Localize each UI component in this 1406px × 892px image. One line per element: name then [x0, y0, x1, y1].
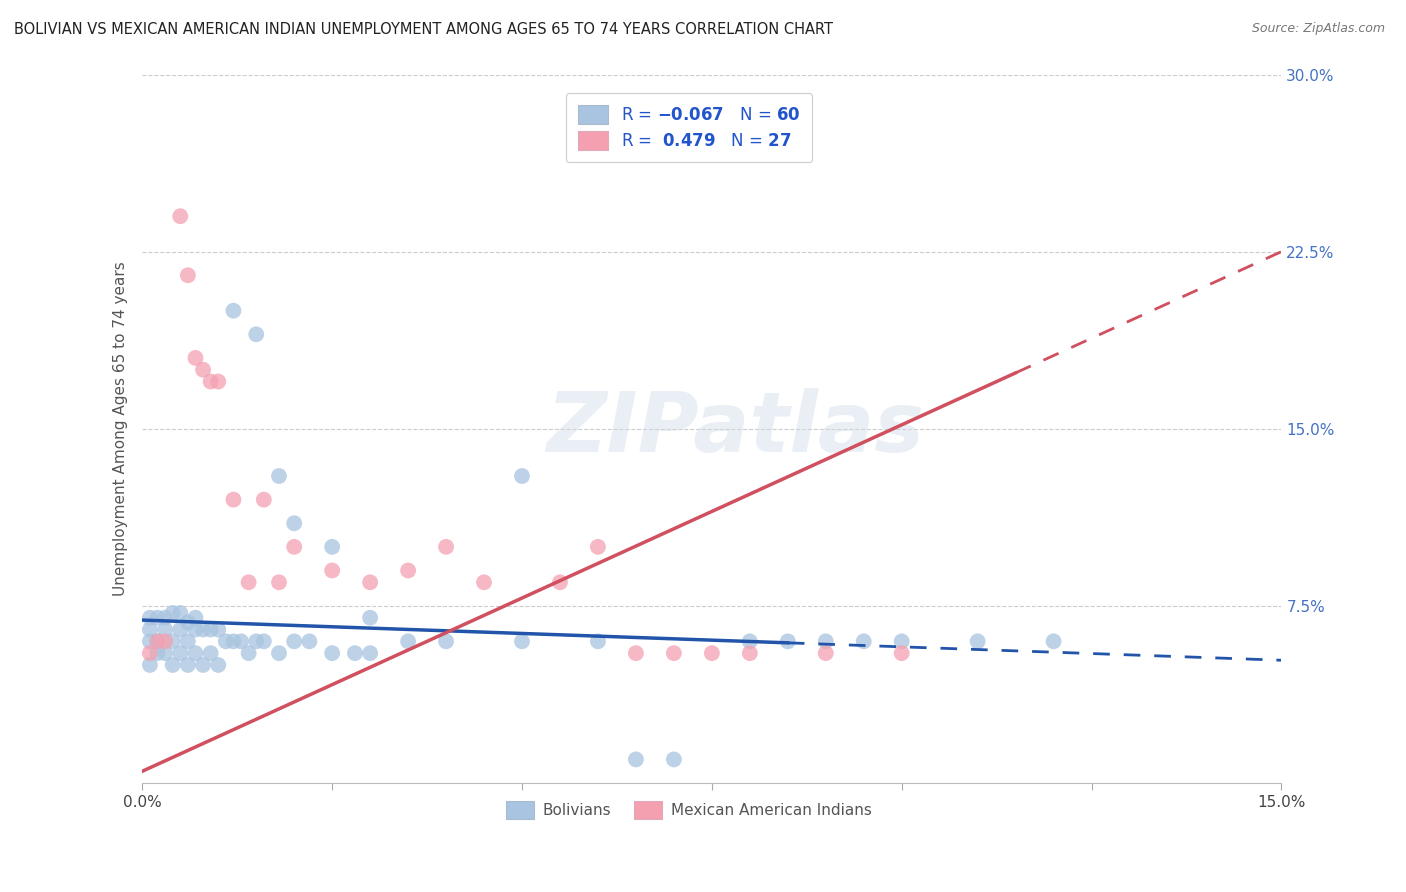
Point [207, 375, 229, 389]
Point [153, 623, 176, 637]
Point [624, 646, 647, 660]
Point [207, 657, 229, 672]
Point [215, 634, 238, 648]
Point [177, 268, 200, 283]
Point [738, 634, 761, 648]
Point [191, 363, 214, 377]
Point [738, 646, 761, 660]
Point [359, 646, 381, 660]
Point [510, 469, 533, 483]
Point [472, 575, 495, 590]
Point [184, 646, 207, 660]
Point [814, 634, 837, 648]
Point [146, 634, 169, 648]
Point [510, 634, 533, 648]
Point [396, 564, 419, 578]
Point [700, 646, 723, 660]
Point [321, 646, 343, 660]
Point [153, 611, 176, 625]
Point [139, 646, 162, 660]
Point [177, 634, 200, 648]
Point [283, 540, 305, 554]
Point [267, 469, 290, 483]
Point [162, 606, 184, 620]
Point [548, 575, 571, 590]
Point [396, 634, 419, 648]
Point [139, 634, 162, 648]
Point [586, 634, 609, 648]
Point [177, 657, 200, 672]
Point [177, 615, 200, 630]
Point [184, 623, 207, 637]
Point [245, 327, 267, 342]
Point [153, 646, 176, 660]
Point [222, 492, 245, 507]
Point [191, 657, 214, 672]
Text: ZIPatlas: ZIPatlas [546, 388, 924, 469]
Point [162, 657, 184, 672]
Text: BOLIVIAN VS MEXICAN AMERICAN INDIAN UNEMPLOYMENT AMONG AGES 65 TO 74 YEARS CORRE: BOLIVIAN VS MEXICAN AMERICAN INDIAN UNEM… [14, 22, 834, 37]
Point [153, 634, 176, 648]
Point [253, 634, 276, 648]
Point [229, 634, 252, 648]
Point [624, 752, 647, 766]
Point [267, 646, 290, 660]
Legend: Bolivians, Mexican American Indians: Bolivians, Mexican American Indians [501, 795, 879, 825]
Point [434, 634, 457, 648]
Point [146, 611, 169, 625]
Point [200, 375, 222, 389]
Point [207, 623, 229, 637]
Point [662, 752, 685, 766]
Point [139, 623, 162, 637]
Point [245, 634, 267, 648]
Point [890, 646, 912, 660]
Point [890, 634, 912, 648]
Point [222, 303, 245, 318]
Point [222, 634, 245, 648]
Point [139, 657, 162, 672]
Point [191, 623, 214, 637]
Point [852, 634, 875, 648]
Point [184, 351, 207, 365]
Point [146, 646, 169, 660]
Point [343, 646, 366, 660]
Point [434, 540, 457, 554]
Point [359, 611, 381, 625]
Text: Source: ZipAtlas.com: Source: ZipAtlas.com [1251, 22, 1385, 36]
Point [586, 540, 609, 554]
Point [814, 646, 837, 660]
Point [267, 575, 290, 590]
Point [200, 646, 222, 660]
Point [238, 575, 260, 590]
Point [321, 564, 343, 578]
Point [169, 209, 191, 223]
Point [298, 634, 321, 648]
Point [283, 516, 305, 531]
Point [146, 634, 169, 648]
Point [162, 634, 184, 648]
Point [283, 634, 305, 648]
Point [184, 611, 207, 625]
Point [662, 646, 685, 660]
Point [359, 575, 381, 590]
Point [1042, 634, 1064, 648]
Point [169, 646, 191, 660]
Point [776, 634, 799, 648]
Point [321, 540, 343, 554]
Y-axis label: Unemployment Among Ages 65 to 74 years: Unemployment Among Ages 65 to 74 years [114, 261, 128, 596]
Point [238, 646, 260, 660]
Point [200, 623, 222, 637]
Point [139, 611, 162, 625]
Point [253, 492, 276, 507]
Point [966, 634, 988, 648]
Point [169, 606, 191, 620]
Point [169, 623, 191, 637]
